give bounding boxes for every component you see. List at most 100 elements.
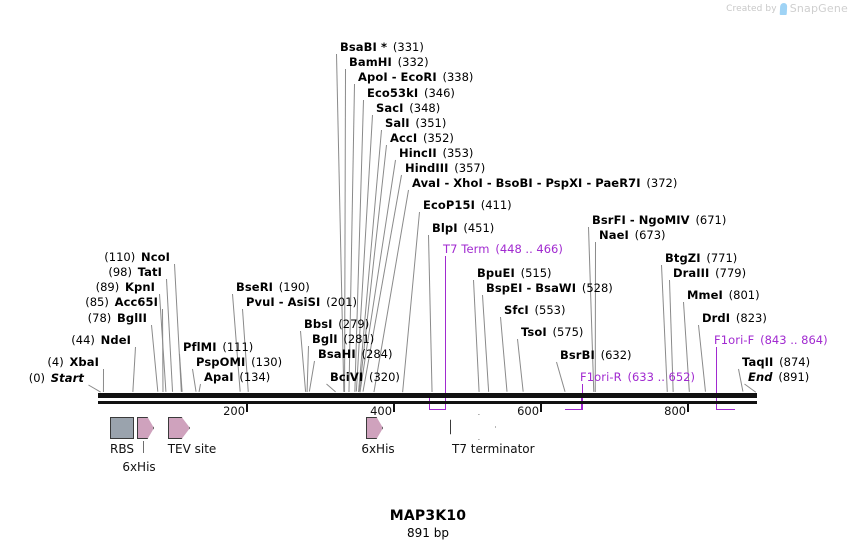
- enzyme-label-right[interactable]: End (891): [748, 371, 809, 383]
- enzyme-name: BseRI: [236, 280, 274, 294]
- enzyme-position: (320): [363, 370, 400, 384]
- enzyme-label-midleft[interactable]: BsaHI (284): [318, 348, 392, 360]
- enzyme-label-right[interactable]: TsoI (575): [521, 326, 583, 338]
- enzyme-label-left[interactable]: (110) NcoI: [104, 251, 170, 263]
- enzyme-label-left[interactable]: (4) XbaI: [47, 356, 99, 368]
- enzyme-label-center[interactable]: HindIII (357): [405, 162, 485, 174]
- feature-glyph-label: T7 terminator: [452, 442, 535, 456]
- feature-glyph-t7-terminator[interactable]: [450, 414, 496, 440]
- enzyme-name: ApoI: [358, 70, 388, 84]
- enzyme-position: (110): [104, 250, 141, 264]
- enzyme-label-midleft[interactable]: PflMI (111): [183, 341, 253, 353]
- leader-line: [179, 353, 183, 393]
- enzyme-label-right[interactable]: SfcI (553): [504, 304, 565, 316]
- feature-glyph-label: 6xHis: [122, 460, 156, 474]
- enzyme-label-center[interactable]: EcoP15I (411): [423, 199, 512, 211]
- enzyme-label-left[interactable]: (78) BglII: [88, 312, 147, 324]
- enzyme-position: (891): [772, 370, 810, 384]
- feature-glyph-tev-site[interactable]: [168, 417, 190, 439]
- name-separator: -: [274, 295, 288, 309]
- enzyme-name: BlpI: [432, 221, 458, 235]
- feature-range-label[interactable]: T7 Term (448 .. 466): [443, 243, 563, 255]
- enzyme-name: HincII: [399, 146, 437, 160]
- enzyme-name: TatI: [137, 265, 162, 279]
- name-separator: -: [387, 70, 401, 84]
- feature-name: F1ori-R: [580, 370, 622, 384]
- enzyme-label-midleft[interactable]: BseRI (190): [236, 281, 310, 293]
- leader-line: [428, 234, 433, 393]
- feature-range: (843 .. 864): [754, 333, 828, 347]
- enzyme-label-right[interactable]: BsrFI - NgoMIV (671): [592, 214, 726, 226]
- enzyme-label-center[interactable]: BamHI (332): [349, 56, 429, 68]
- enzyme-name: NaeI: [599, 228, 629, 242]
- enzyme-label-right[interactable]: NaeI (673): [599, 229, 666, 241]
- enzyme-position: (331): [387, 40, 424, 54]
- snapgene-credit: Created by SnapGene: [726, 2, 848, 15]
- enzyme-position: (515): [514, 266, 552, 280]
- feature-range-label[interactable]: F1ori-F (843 .. 864): [714, 334, 828, 346]
- enzyme-label-midleft[interactable]: BglI (281): [312, 333, 374, 345]
- enzyme-label-midleft[interactable]: PspOMI (130): [196, 356, 282, 368]
- enzyme-position: (351): [409, 116, 447, 130]
- enzyme-label-right[interactable]: DrdI (823): [702, 312, 767, 324]
- axis-tick: [540, 404, 543, 412]
- enzyme-position: (575): [546, 325, 584, 339]
- enzyme-name: EcoRI: [400, 70, 437, 84]
- enzyme-name: BsrFI: [592, 213, 626, 227]
- enzyme-label-right[interactable]: MmeI (801): [687, 289, 760, 301]
- enzyme-label-right[interactable]: BspEI - BsaWI (528): [486, 282, 613, 294]
- enzyme-position: (779): [709, 266, 747, 280]
- enzyme-position: (801): [722, 288, 760, 302]
- enzyme-label-center[interactable]: Eco53kI (346): [367, 87, 455, 99]
- name-separator: -: [482, 176, 496, 190]
- enzyme-name: SalI: [385, 116, 410, 130]
- enzyme-name: Start: [50, 371, 84, 385]
- enzyme-label-midleft[interactable]: BciVI (320): [330, 371, 400, 383]
- enzyme-name: AsiSI: [287, 295, 321, 309]
- enzyme-label-center[interactable]: AccI (352): [390, 132, 454, 144]
- enzyme-position: (201): [320, 295, 358, 309]
- enzyme-position: (0): [28, 371, 51, 385]
- enzyme-label-right[interactable]: BsrBI (632): [560, 349, 632, 361]
- enzyme-label-left[interactable]: (98) TatI: [108, 266, 162, 278]
- enzyme-label-center[interactable]: ApoI - EcoRI (338): [358, 71, 473, 83]
- enzyme-label-right[interactable]: BpuEI (515): [477, 267, 552, 279]
- enzyme-position: (89): [95, 280, 125, 294]
- enzyme-label-midleft[interactable]: ApaI (134): [204, 371, 270, 383]
- enzyme-label-left[interactable]: (44) NdeI: [71, 334, 131, 346]
- enzyme-label-midleft[interactable]: PvuI - AsiSI (201): [246, 296, 357, 308]
- enzyme-label-right[interactable]: DraIII (779): [673, 267, 746, 279]
- feature-range-label[interactable]: F1ori-R (633 .. 652): [580, 371, 695, 383]
- enzyme-name: NgoMIV: [638, 213, 690, 227]
- enzyme-label-left[interactable]: (85) Acc65I: [85, 296, 158, 308]
- enzyme-position: (673): [628, 228, 666, 242]
- axis-tick-label: 200: [223, 404, 246, 418]
- enzyme-label-center[interactable]: SalI (351): [385, 117, 446, 129]
- leader-line: [166, 278, 174, 393]
- enzyme-label-right[interactable]: TaqII (874): [742, 356, 810, 368]
- leader-line: [198, 383, 201, 393]
- enzyme-label-center[interactable]: HincII (353): [399, 147, 473, 159]
- axis-tick-label: 400: [370, 404, 393, 418]
- credit-brand: SnapGene: [789, 2, 848, 15]
- leader-line: [306, 345, 309, 393]
- sequence-bar-top: [98, 393, 757, 398]
- feature-glyph-6xhis[interactable]: [137, 417, 154, 439]
- enzyme-name: BspEI: [486, 281, 523, 295]
- enzyme-label-left[interactable]: (89) KpnI: [96, 281, 155, 293]
- feature-glyph-rbs[interactable]: [110, 417, 134, 439]
- enzyme-label-right[interactable]: BtgZI (771): [665, 252, 737, 264]
- enzyme-label-center[interactable]: BsaBI * (331): [340, 41, 424, 53]
- enzyme-name: MmeI: [687, 288, 723, 302]
- enzyme-label-midleft[interactable]: BbsI (279): [304, 318, 369, 330]
- leader-line: [744, 383, 756, 393]
- feature-glyph-6xhis[interactable]: [366, 417, 383, 439]
- enzyme-label-center[interactable]: SacI (348): [376, 102, 440, 114]
- enzyme-name: PaeR7I: [595, 176, 641, 190]
- enzyme-label-center[interactable]: AvaI - XhoI - BsoBI - PspXI - PaeR7I (37…: [412, 177, 677, 189]
- enzyme-label-center[interactable]: BlpI (451): [432, 222, 494, 234]
- enzyme-label-left[interactable]: (0) Start: [29, 372, 84, 384]
- enzyme-position: (352): [417, 131, 454, 145]
- feature-label-stem: [142, 441, 144, 453]
